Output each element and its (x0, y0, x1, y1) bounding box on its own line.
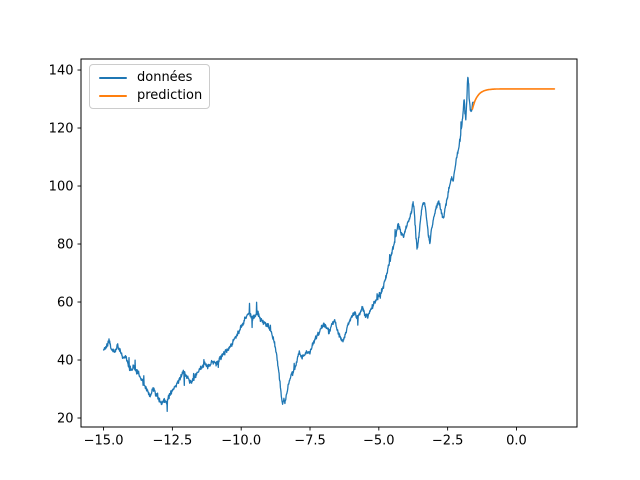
x-tick-label: −5.0 (363, 434, 395, 449)
x-tick-label: −7.5 (294, 434, 326, 449)
y-tick-label: 40 (57, 354, 74, 369)
x-tick-label: −15.0 (84, 434, 124, 449)
y-tick-label: 100 (49, 180, 74, 195)
legend-item-donnees: données (94, 69, 201, 87)
legend-label-prediction: prediction (137, 88, 203, 103)
series-line-prediction (471, 88, 556, 110)
legend-line-sample-donnees (99, 77, 127, 79)
x-tick-label: −2.5 (432, 434, 464, 449)
y-tick-label: 140 (49, 64, 74, 79)
y-tick-label: 60 (57, 296, 74, 311)
legend: données prediction (89, 64, 210, 109)
y-tick-label: 120 (49, 122, 74, 137)
legend-line-sample-prediction (99, 95, 127, 97)
x-tick-label: 0.0 (506, 434, 527, 449)
y-tick-label: 20 (57, 412, 74, 427)
legend-label-donnees: données (137, 70, 193, 85)
legend-item-prediction: prediction (94, 87, 203, 105)
series-line-donnees (102, 76, 474, 413)
x-tick-label: −12.5 (152, 434, 192, 449)
plot-frame (80, 58, 578, 428)
y-tick-label: 80 (57, 238, 74, 253)
x-tick-label: −10.0 (221, 434, 261, 449)
